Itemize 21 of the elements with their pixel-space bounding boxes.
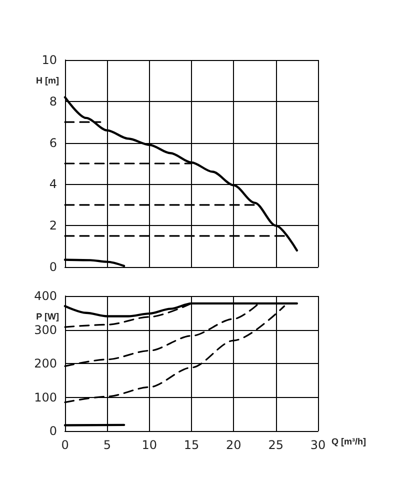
- y-axis-title: P [W]: [36, 312, 59, 322]
- x-tick-label: 5: [103, 438, 111, 452]
- x-tick-label: 25: [268, 438, 284, 452]
- y-tick-label: 4: [49, 177, 57, 192]
- x-tick-label: 0: [61, 438, 69, 452]
- y-tick-label: 2: [49, 218, 57, 233]
- y-tick-label: 10: [42, 53, 57, 67]
- y-tick-label: 0: [49, 424, 57, 438]
- x-tick-label: 10: [142, 438, 157, 452]
- y-tick-label: 400: [34, 289, 57, 303]
- y-tick-label: 0: [49, 260, 57, 274]
- x-tick-label: 15: [184, 438, 200, 452]
- y-tick-label: 300: [34, 322, 57, 337]
- y-tick-label: 8: [49, 94, 57, 108]
- y-tick-label: 100: [34, 390, 57, 404]
- y-tick-label: 200: [34, 356, 57, 370]
- y-axis-title: H [m]: [36, 76, 59, 86]
- x-tick-label: 20: [226, 438, 242, 452]
- x-axis-title: Q [m³/h]: [332, 436, 366, 446]
- x-tick-label: 30: [310, 438, 326, 452]
- y-tick-label: 6: [49, 136, 57, 150]
